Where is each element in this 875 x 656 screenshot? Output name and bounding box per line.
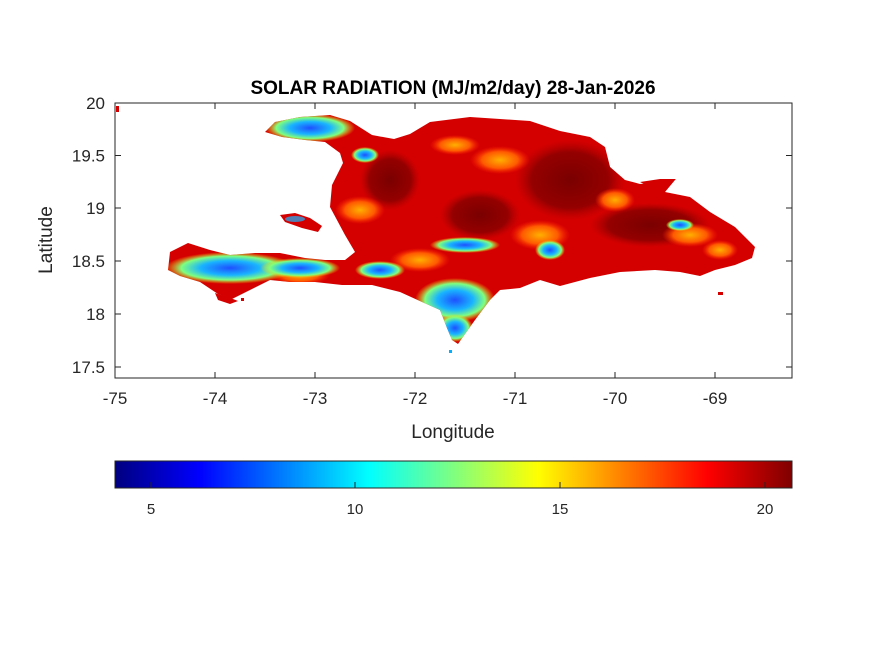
- low-radiation-zone: [355, 261, 405, 279]
- x-tick-label: -73: [303, 389, 328, 408]
- colorbar-gradient: [114, 460, 793, 489]
- low-radiation-zone: [260, 258, 340, 278]
- colorbar-tick-label: 20: [757, 501, 774, 518]
- x-axis: [114, 103, 716, 378]
- x-tick-label: -71: [503, 389, 528, 408]
- x-axis-label: Longitude: [411, 422, 494, 443]
- colorbar: 5 10 15 20: [114, 460, 793, 518]
- x-tick-label: -70: [603, 389, 628, 408]
- moderate-radiation-zone: [470, 146, 530, 174]
- low-radiation-zone: [430, 237, 500, 253]
- moderate-radiation-zone: [390, 248, 450, 272]
- y-tick-label: 19.5: [72, 147, 105, 166]
- x-tick-label: -74: [203, 389, 228, 408]
- y-tick-labels: 20 19.5 19 18.5 18 17.5: [72, 94, 105, 377]
- colorbar-tick-label: 15: [552, 501, 569, 518]
- tortuga-island: [280, 213, 322, 232]
- x-tick-label: -75: [103, 389, 128, 408]
- low-radiation-zone: [535, 240, 565, 260]
- island-speck: [449, 350, 452, 353]
- island-speck: [241, 298, 244, 301]
- y-tick-label: 18.5: [72, 252, 105, 271]
- radiation-map: [116, 106, 755, 353]
- high-radiation-zone: [440, 190, 520, 240]
- moderate-radiation-zone: [702, 240, 738, 260]
- low-radiation-zone: [351, 147, 379, 163]
- x-tick-label: -72: [403, 389, 428, 408]
- moderate-radiation-zone: [430, 135, 480, 155]
- low-radiation-zone: [666, 219, 694, 231]
- y-axis-label: Latitude: [36, 206, 57, 274]
- island-speck: [116, 106, 119, 112]
- y-tick-label: 20: [86, 94, 105, 113]
- x-tick-labels: -75 -74 -73 -72 -71 -70 -69: [103, 389, 728, 408]
- colorbar-tick-label: 10: [347, 501, 364, 518]
- x-tick-label: -69: [703, 389, 728, 408]
- y-tick-label: 18: [86, 305, 105, 324]
- high-radiation-zone: [360, 150, 420, 210]
- y-tick-label: 19: [86, 199, 105, 218]
- moderate-radiation-zone: [595, 188, 635, 212]
- island-speck: [718, 292, 723, 295]
- gonave-island: [215, 293, 238, 304]
- colorbar-tick-label: 5: [147, 501, 155, 518]
- low-radiation-zone: [265, 115, 355, 142]
- low-radiation-zone: [168, 252, 295, 284]
- y-axis: [115, 102, 792, 368]
- moderate-radiation-zone: [335, 196, 385, 224]
- chart-title: SOLAR RADIATION (MJ/m2/day) 28-Jan-2026: [250, 78, 655, 99]
- saona-island: [640, 179, 676, 187]
- y-tick-label: 17.5: [72, 358, 105, 377]
